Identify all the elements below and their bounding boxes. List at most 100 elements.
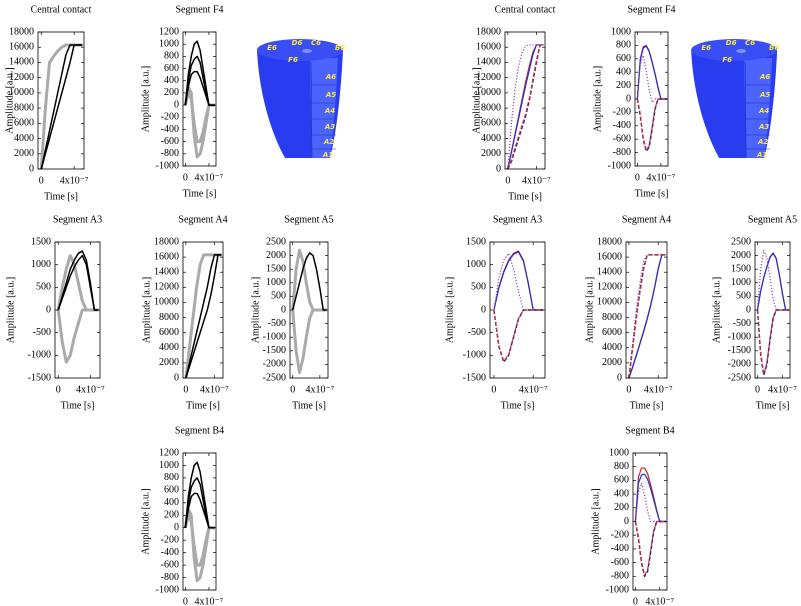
x-tick-label: 4x10⁻⁷ — [645, 596, 674, 606]
y-tick-label: 18000 — [9, 26, 34, 37]
segment-divider — [310, 61, 313, 159]
data-line — [184, 492, 215, 529]
x-tick-label: 0 — [626, 384, 631, 395]
y-tick-label: 600 — [164, 485, 179, 496]
x-axis-label: Time [s] — [292, 400, 326, 411]
data-line — [185, 254, 222, 379]
y-tick-label: 2000 — [602, 357, 622, 368]
y-tick-label: 1000 — [609, 447, 629, 458]
y-tick-label: -1500 — [263, 345, 286, 356]
y-tick-label: -600 — [161, 136, 179, 147]
data-line — [756, 252, 789, 311]
y-axis-label: Amplitude [a.u.] — [590, 488, 601, 554]
y-tick-label: -500 — [733, 318, 751, 329]
electrode-label: A1 — [756, 151, 767, 159]
data-line — [493, 309, 544, 362]
data-line — [628, 254, 666, 379]
y-tick-label: 500 — [271, 291, 286, 302]
y-tick-label: 1000 — [466, 259, 486, 270]
y-tick-label: 1500 — [466, 236, 486, 247]
data-line — [183, 91, 215, 144]
y-tick-label: 16000 — [476, 42, 501, 53]
data-line — [634, 482, 666, 523]
y-tick-label: 8000 — [14, 102, 34, 113]
y-tick-label: 0 — [626, 93, 631, 104]
x-tick-label: 4x10⁻⁷ — [768, 384, 797, 395]
y-tick-label: -400 — [161, 547, 179, 558]
y-tick-label: -2500 — [728, 372, 751, 383]
electrode-label: C6 — [745, 39, 755, 47]
y-tick-label: 200 — [616, 80, 631, 91]
electrode-label: A6 — [325, 73, 336, 81]
panel: Segment A5 -2500 -2000 -1500 -1000 -500 0 500 10… — [250, 214, 334, 411]
electrode-illustration: E6 D6 C6 B6 F6 A6 A5 A4 A3 A2 A1 — [691, 39, 779, 159]
cylinder-top — [257, 39, 343, 61]
x-axis-label: Time [s] — [186, 400, 220, 411]
y-tick-label: 0 — [174, 522, 179, 533]
y-tick-label: -600 — [611, 557, 629, 568]
y-tick-label: 1500 — [31, 236, 51, 247]
y-tick-label: 10000 — [597, 297, 622, 308]
y-tick-label: 1000 — [731, 277, 751, 288]
central-contact — [736, 49, 747, 53]
y-axis-label: Amplitude [a.u.] — [140, 488, 151, 554]
data-line — [634, 520, 666, 576]
y-tick-label: 12000 — [597, 282, 622, 293]
electrode-label: F6 — [722, 56, 732, 64]
y-tick-label: 400 — [616, 66, 631, 77]
y-tick-label: 2000 — [14, 148, 34, 159]
x-tick-label: 0 — [491, 384, 496, 395]
y-axis-label: Amplitude [a.u.] — [5, 277, 16, 343]
y-tick-label: -500 — [33, 327, 51, 338]
y-tick-label: 12000 — [9, 72, 34, 83]
y-tick-label: -400 — [161, 124, 179, 135]
y-tick-label: -200 — [613, 107, 631, 118]
data-line — [634, 467, 666, 523]
y-tick-label: -200 — [161, 112, 179, 123]
electrode-label: A3 — [324, 123, 335, 131]
y-tick-label: 1500 — [731, 263, 751, 274]
panel: Segment A4 0 2000 4000 6000 8000 10000 12000 140… — [141, 214, 229, 411]
electrode-label: A5 — [759, 91, 770, 99]
panel: Segment A5 -2500 -2000 -1500 -1000 -500 0 500 10… — [711, 214, 797, 411]
y-tick-label: -1000 — [608, 160, 631, 171]
y-tick-label: -200 — [161, 534, 179, 545]
y-tick-label: 10000 — [154, 297, 179, 308]
x-tick-label: 0 — [290, 384, 295, 395]
y-tick-label: 0 — [496, 163, 501, 174]
y-axis-label: Amplitude [a.u.] — [444, 277, 455, 343]
y-tick-label: 500 — [736, 291, 751, 302]
y-tick-label: -200 — [611, 529, 629, 540]
x-tick-label: 4x10⁻⁷ — [522, 175, 551, 186]
y-axis-label: Amplitude [a.u.] — [250, 277, 261, 343]
y-tick-label: -1000 — [263, 331, 286, 342]
x-tick-label: 0 — [56, 384, 61, 395]
y-tick-label: 10000 — [476, 87, 501, 98]
electrode-label: F6 — [288, 56, 298, 64]
electrode-label: D6 — [726, 39, 737, 47]
y-axis-label: Amplitude [a.u.] — [592, 66, 603, 132]
y-tick-label: 400 — [164, 497, 179, 508]
y-tick-label: 1200 — [159, 26, 179, 37]
x-tick-label: 0 — [183, 596, 188, 606]
plot-frame — [182, 241, 224, 379]
y-tick-label: 12000 — [154, 282, 179, 293]
x-axis-label: Time [s] — [508, 191, 542, 202]
electrode-label: A4 — [324, 107, 335, 115]
plot-frame — [37, 31, 85, 170]
y-tick-label: 6000 — [602, 327, 622, 338]
data-line — [184, 70, 215, 106]
y-tick-label: 16000 — [154, 251, 179, 262]
data-line — [507, 44, 544, 170]
y-tick-label: -2500 — [263, 372, 286, 383]
panel: Central contact 0 2000 4000 6000 8000 10000 120… — [471, 4, 555, 202]
x-tick-label: 0 — [755, 384, 760, 395]
y-tick-label: 800 — [616, 40, 631, 51]
y-axis-label: Amplitude [a.u.] — [141, 277, 152, 343]
x-axis-label: Time [s] — [635, 188, 669, 199]
y-axis-label: Amplitude [a.u.] — [584, 277, 595, 343]
y-tick-label: -1000 — [28, 350, 51, 361]
panel-title: Segment F4 — [175, 4, 223, 15]
cylinder-top — [691, 39, 778, 61]
x-tick-label: 4x10⁻⁷ — [644, 384, 673, 395]
